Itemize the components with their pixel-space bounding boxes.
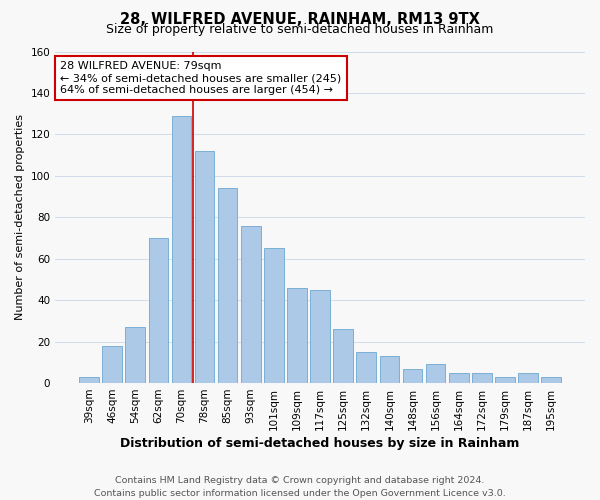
- Bar: [103, 346, 122, 383]
- Bar: [380, 356, 399, 383]
- X-axis label: Distribution of semi-detached houses by size in Rainham: Distribution of semi-detached houses by …: [121, 437, 520, 450]
- Bar: [356, 352, 376, 383]
- Bar: [403, 368, 422, 383]
- Bar: [472, 372, 491, 383]
- Text: Contains HM Land Registry data © Crown copyright and database right 2024.
Contai: Contains HM Land Registry data © Crown c…: [94, 476, 506, 498]
- Bar: [310, 290, 330, 383]
- Bar: [287, 288, 307, 383]
- Bar: [518, 372, 538, 383]
- Bar: [426, 364, 445, 383]
- Bar: [495, 377, 515, 383]
- Bar: [541, 377, 561, 383]
- Bar: [79, 377, 99, 383]
- Bar: [449, 372, 469, 383]
- Bar: [125, 327, 145, 383]
- Text: 28 WILFRED AVENUE: 79sqm
← 34% of semi-detached houses are smaller (245)
64% of : 28 WILFRED AVENUE: 79sqm ← 34% of semi-d…: [61, 62, 342, 94]
- Text: Size of property relative to semi-detached houses in Rainham: Size of property relative to semi-detach…: [106, 22, 494, 36]
- Bar: [218, 188, 238, 383]
- Bar: [241, 226, 260, 383]
- Text: 28, WILFRED AVENUE, RAINHAM, RM13 9TX: 28, WILFRED AVENUE, RAINHAM, RM13 9TX: [120, 12, 480, 28]
- Bar: [264, 248, 284, 383]
- Bar: [172, 116, 191, 383]
- Y-axis label: Number of semi-detached properties: Number of semi-detached properties: [15, 114, 25, 320]
- Bar: [334, 329, 353, 383]
- Bar: [195, 151, 214, 383]
- Bar: [149, 238, 168, 383]
